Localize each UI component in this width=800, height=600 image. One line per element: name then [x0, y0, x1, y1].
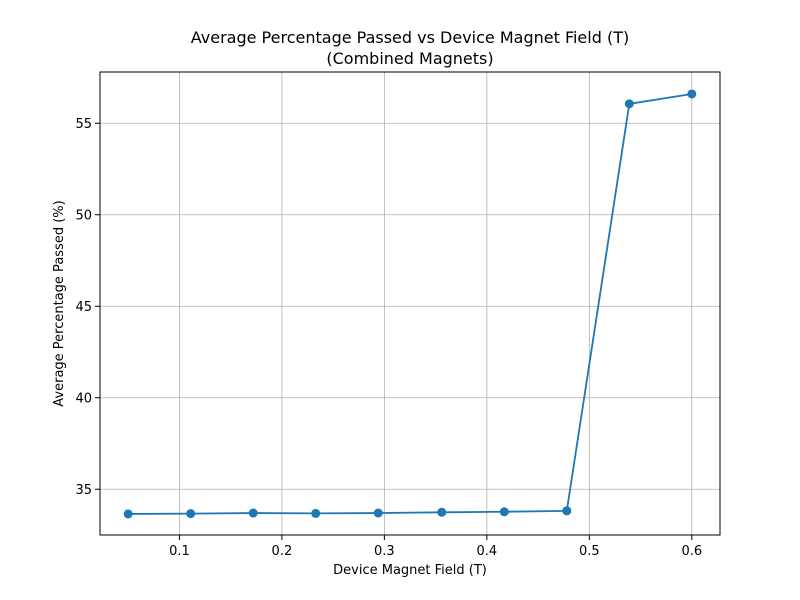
y-tick-label: 40 [75, 392, 92, 407]
x-tick-label: 0.4 [477, 544, 498, 559]
grid [100, 72, 720, 535]
data-point [437, 507, 447, 517]
y-tick-label: 45 [75, 300, 92, 315]
data-point [311, 508, 321, 518]
data-point [499, 507, 509, 517]
data-point [562, 506, 572, 516]
y-axis-label: Average Percentage Passed (%) [52, 200, 67, 406]
data-point [248, 508, 258, 518]
series-line [128, 93, 692, 515]
x-tick-label: 0.3 [374, 544, 395, 559]
x-tick-label: 0.6 [681, 544, 702, 559]
plot-frame [99, 71, 721, 536]
y-tick-label: 50 [75, 209, 92, 224]
data-point [624, 99, 634, 109]
data-point [123, 509, 133, 519]
y-tick-label: 55 [75, 117, 92, 132]
chart-title-line2: (Combined Magnets) [326, 49, 493, 68]
x-axis-label: Device Magnet Field (T) [333, 563, 487, 578]
data-point [687, 89, 697, 99]
series-layer [123, 89, 697, 519]
x-tick-label: 0.5 [579, 544, 600, 559]
data-point [186, 509, 196, 519]
y-tick-label: 35 [75, 483, 92, 498]
x-tick-label: 0.1 [169, 544, 190, 559]
data-point [373, 508, 383, 518]
chart-title-line1: Average Percentage Passed vs Device Magn… [191, 28, 629, 47]
x-tick-label: 0.2 [272, 544, 293, 559]
ticks: 0.1 0.2 0.3 0.4 0.5 0.6 35 40 45 50 55 [75, 117, 702, 559]
